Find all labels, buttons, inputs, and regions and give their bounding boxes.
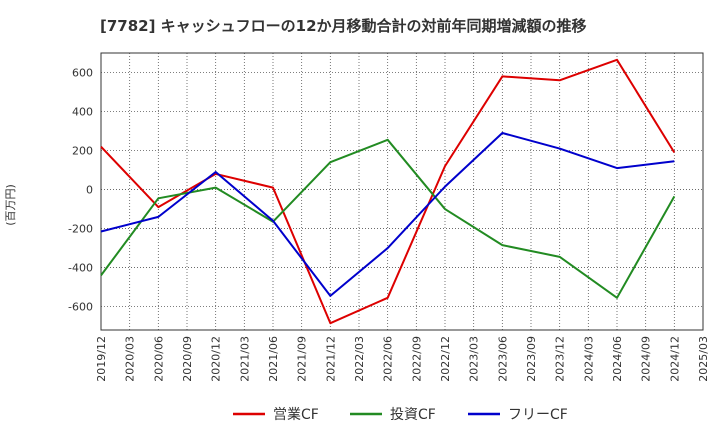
x-tick-label: 2021/06 [267,336,280,382]
x-tick-label: 2020/09 [181,336,194,382]
series-line-1 [100,58,676,325]
y-tick-label: -600 [68,301,93,314]
y-tick-label: 0 [86,184,93,197]
x-tick-label: 2020/12 [210,336,223,382]
legend: 営業CF 投資CF フリーCF [233,407,568,423]
y-tick-label: -200 [68,223,93,236]
x-tick-label: 2024/06 [611,336,624,382]
x-tick-label: 2022/03 [353,336,366,382]
x-tick-label: 2022/09 [410,336,423,382]
x-tick-label: 2024/12 [668,336,681,382]
series-line-3 [100,131,675,297]
y-axis-label: (百万円) [4,184,17,226]
x-tick-label: 2022/12 [439,336,452,382]
x-axis: 2019/12 2020/03 2020/06 2020/09 2020/12 2021/… [95,336,710,382]
x-tick-label: 2022/06 [382,336,395,382]
legend-label-2: 投資CF [390,407,436,423]
x-tick-label: 2023/06 [496,336,509,382]
x-tick-label: 2020/03 [124,336,137,382]
y-tick-label: 400 [72,106,93,119]
y-axis: -600 -400 -200 0 200 400 600 [68,67,93,314]
chart-title: [7782] キャッシュフローの12か月移動合計の対前年同期増減額の推移 [100,17,587,35]
y-tick-label: -400 [68,262,93,275]
x-tick-label: 2021/03 [238,336,251,382]
x-tick-label: 2024/03 [582,336,595,382]
y-tick-label: 200 [72,145,93,158]
x-tick-label: 2023/12 [554,336,567,382]
x-tick-label: 2021/12 [324,336,337,382]
plot-area [100,52,704,331]
x-tick-label: 2019/12 [95,336,108,382]
legend-label-3: フリーCF [508,407,568,423]
legend-label-1: 営業CF [273,407,319,423]
x-tick-label: 2024/09 [640,336,653,382]
x-tick-label: 2023/09 [525,336,538,382]
x-tick-label: 2020/06 [152,336,165,382]
x-tick-label: 2025/03 [697,336,710,382]
series-lines [100,58,676,325]
x-tick-label: 2021/09 [296,336,309,382]
series-line-2 [100,138,676,299]
y-tick-label: 600 [72,67,93,80]
x-tick-label: 2023/03 [468,336,481,382]
